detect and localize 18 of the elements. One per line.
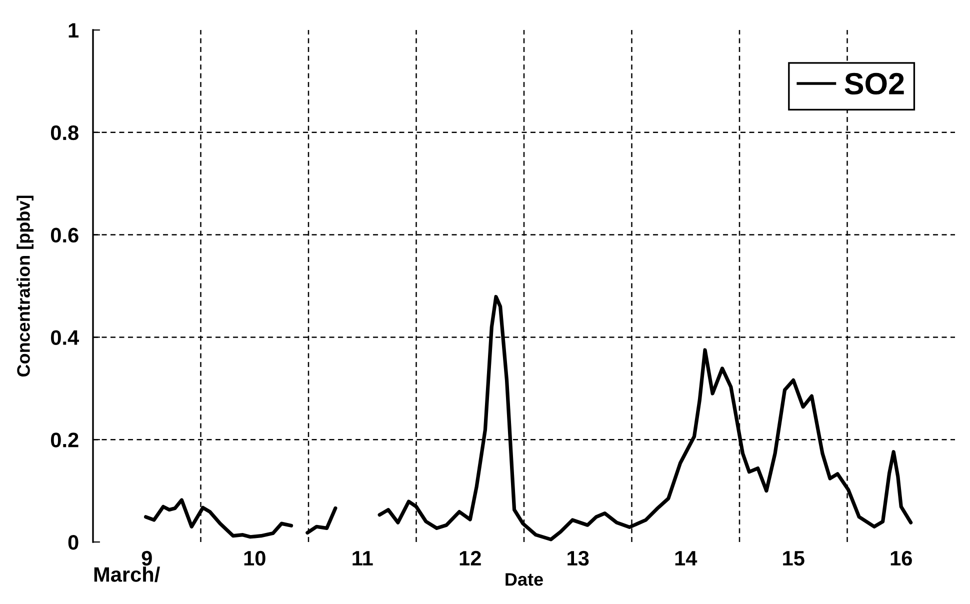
text: March/	[94, 566, 160, 582]
x-tick-label: 9	[142, 550, 152, 566]
y-tick-label: 0	[68, 535, 78, 550]
x-tick-label: 13	[568, 550, 589, 566]
legend-label: SO2	[844, 72, 904, 95]
y-tick-label: 0.4	[50, 330, 79, 345]
y-tick-label: 0.6	[50, 228, 78, 243]
x-tick-label: 11	[352, 551, 373, 566]
x-tick-label: 10	[244, 550, 266, 566]
y-axis-title: Concentration [ppbv]	[16, 196, 34, 377]
y-tick-label: 0.2	[50, 432, 78, 448]
x-tick-label: 12	[460, 550, 481, 566]
x-axis-title: Date	[506, 573, 543, 586]
y-tick-label: 1	[68, 23, 79, 38]
x-tick-label: 14	[675, 551, 698, 566]
x-tick-label: 16	[890, 550, 912, 566]
y-tick-label: 0.8	[50, 125, 78, 140]
x-tick-label: 15	[783, 551, 804, 566]
